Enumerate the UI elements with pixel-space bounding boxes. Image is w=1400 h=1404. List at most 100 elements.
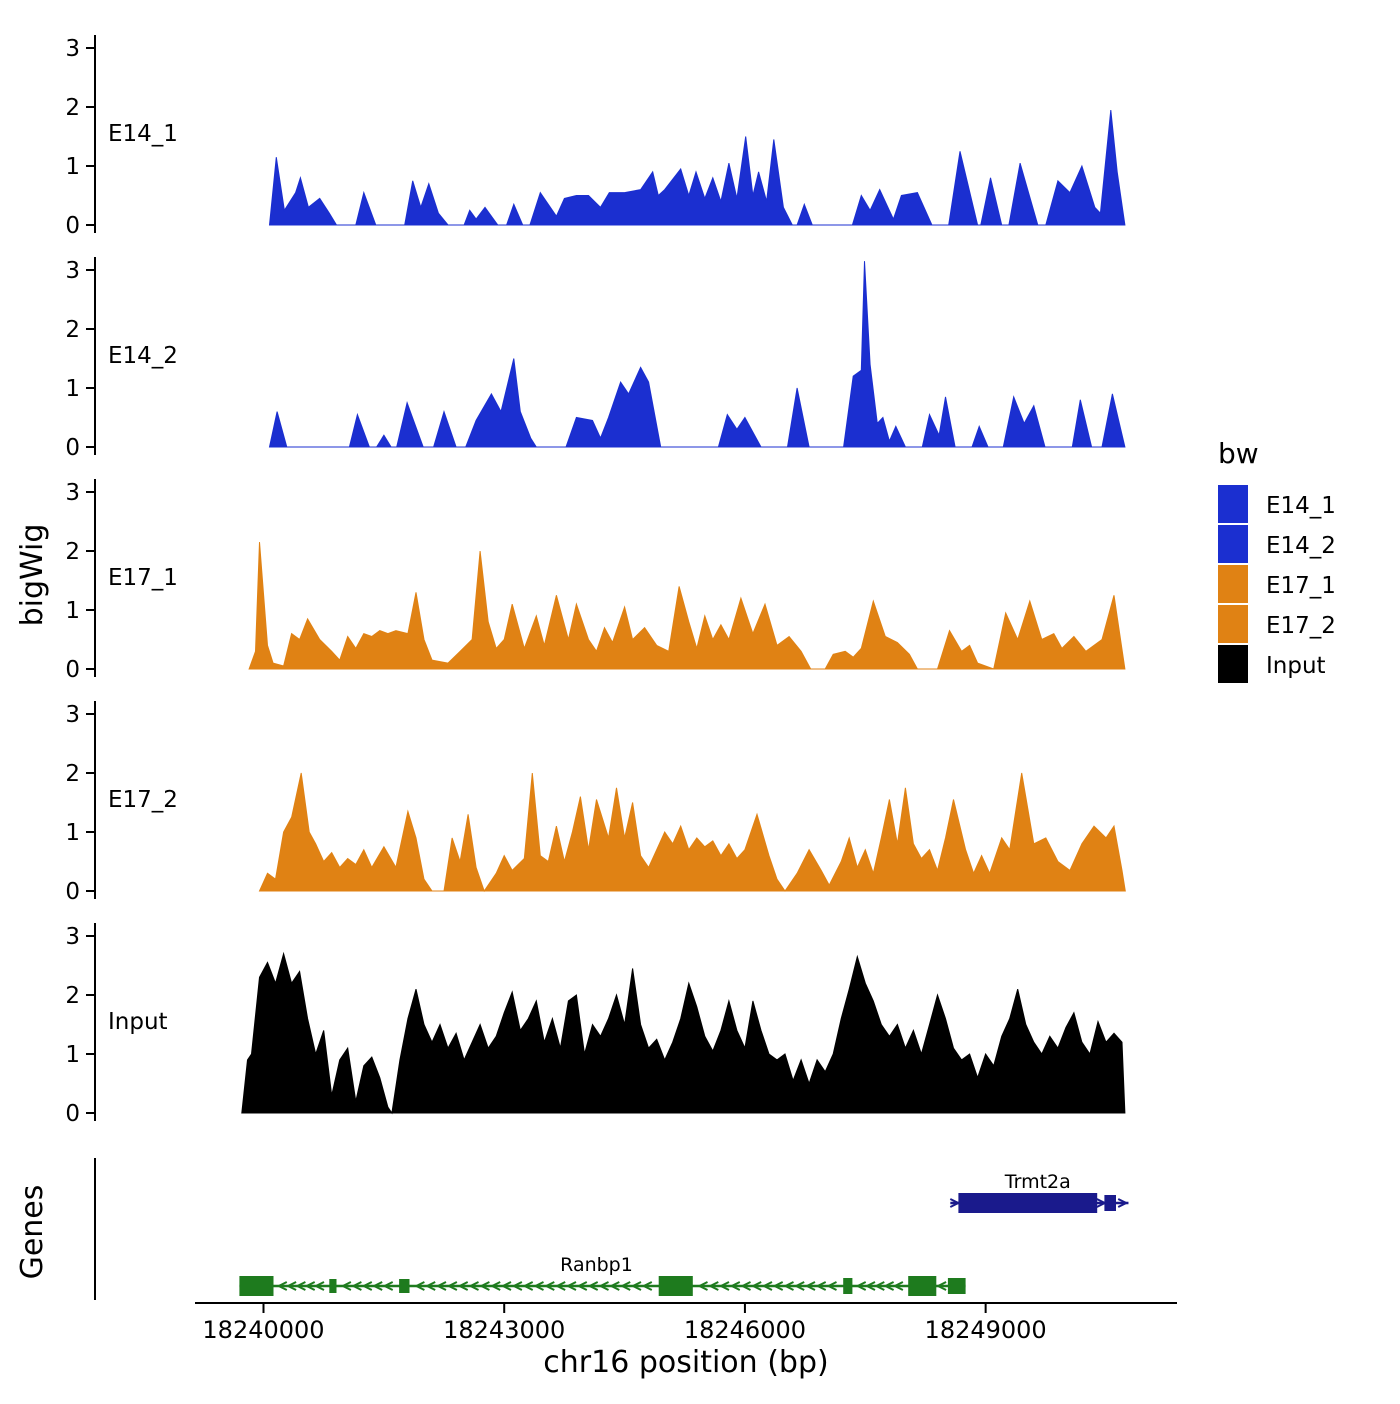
strand-chevron-icon (576, 1281, 588, 1291)
track-label-Input: Input (108, 1009, 168, 1035)
y-tick-label: 3 (65, 36, 80, 62)
strand-chevron-icon (522, 1281, 534, 1291)
legend: bw E14_1 E14_2 E17_1 E17_2 Input (1218, 437, 1336, 679)
strand-chevron-icon (708, 1281, 719, 1291)
y-tick-label: 1 (65, 154, 80, 180)
genes-axis-title: Genes (15, 1185, 50, 1280)
gene-label-Trmt2a: Trmt2a (1004, 1171, 1071, 1193)
y-tick-label: 1 (65, 376, 80, 402)
y-axis-title: bigWig (15, 524, 50, 627)
y-tick-label: 3 (65, 924, 80, 950)
y-tick-label: 1 (65, 598, 80, 624)
y-tick-label: 0 (65, 657, 80, 683)
y-tick-label: 2 (65, 317, 80, 343)
track-label-E14_2: E14_2 (108, 343, 178, 369)
legend-label-e14-1: E14_1 (1266, 493, 1336, 519)
strand-chevron-icon (511, 1281, 523, 1291)
plot-layers: 0 1 2 3 E14_1 0 1 2 3 E14_2 0 1 2 3 E17_1 0 1 2 3 E17_2 0 1 2 3… (65, 35, 1248, 1344)
strand-chevron-icon (457, 1281, 469, 1291)
coverage-area-E14_1 (268, 109, 1126, 226)
strand-chevron-icon (544, 1281, 555, 1291)
gene-exon-Ranbp1 (329, 1279, 337, 1293)
strand-chevron-icon (565, 1281, 577, 1291)
gene-label-Ranbp1: Ranbp1 (560, 1254, 633, 1276)
x-axis-title: chr16 position (bp) (543, 1345, 828, 1380)
strand-chevron-icon (276, 1281, 288, 1291)
legend-swatch-Input (1218, 645, 1248, 683)
strand-chevron-icon (468, 1281, 479, 1291)
strand-chevron-icon (874, 1281, 885, 1291)
strand-chevron-icon (826, 1281, 837, 1291)
y-tick-label: 1 (65, 820, 80, 846)
y-tick-label: 3 (65, 702, 80, 728)
strand-chevron-icon (446, 1281, 458, 1291)
gene-exon-Ranbp1 (399, 1279, 410, 1293)
strand-chevron-icon (313, 1281, 325, 1291)
coverage-area-Input (241, 951, 1126, 1115)
strand-chevron-icon (729, 1281, 741, 1291)
strand-chevron-icon (619, 1281, 631, 1291)
y-tick-label: 2 (65, 539, 80, 565)
coverage-area-E14_2 (268, 261, 1126, 448)
strand-chevron-icon (361, 1281, 373, 1291)
strand-chevron-icon (371, 1281, 383, 1291)
strand-chevron-icon (949, 1198, 961, 1208)
gene-exon-Ranbp1 (239, 1276, 274, 1296)
gene-exon-Trmt2a (1104, 1195, 1116, 1211)
strand-chevron-icon (641, 1281, 653, 1291)
y-tick-label: 0 (65, 1101, 80, 1127)
strand-chevron-icon (598, 1281, 609, 1291)
y-tick-label: 2 (65, 95, 80, 121)
strand-chevron-icon (750, 1281, 762, 1291)
y-tick-label: 2 (65, 983, 80, 1009)
strand-chevron-icon (793, 1281, 805, 1291)
strand-chevron-icon (761, 1281, 773, 1291)
strand-chevron-icon (340, 1281, 352, 1291)
gene-exon-Ranbp1 (947, 1278, 966, 1294)
gene-exon-Ranbp1 (843, 1278, 853, 1294)
legend-label-e14-2: E14_2 (1266, 533, 1336, 559)
strand-chevron-icon (424, 1281, 436, 1291)
strand-chevron-icon (783, 1281, 794, 1291)
strand-chevron-icon (435, 1281, 447, 1291)
legend-title: bw (1218, 437, 1259, 470)
strand-chevron-icon (804, 1281, 816, 1291)
strand-chevron-icon (304, 1281, 316, 1291)
gene-exon-Ranbp1 (658, 1276, 693, 1296)
y-tick-label: 3 (65, 258, 80, 284)
strand-chevron-icon (630, 1281, 642, 1291)
strand-chevron-icon (718, 1281, 730, 1291)
y-tick-label: 0 (65, 213, 80, 239)
coverage-area-E17_2 (258, 772, 1126, 893)
x-tick-label: 18243000 (443, 1316, 565, 1344)
legend-swatch-E17_1 (1218, 565, 1248, 603)
coverage-area-E17_1 (248, 542, 1126, 670)
strand-chevron-icon (554, 1281, 566, 1291)
strand-chevron-icon (772, 1281, 784, 1291)
y-tick-label: 0 (65, 879, 80, 905)
strand-chevron-icon (883, 1281, 895, 1291)
strand-chevron-icon (935, 1281, 947, 1291)
y-tick-label: 3 (65, 480, 80, 506)
legend-label-e17-1: E17_1 (1266, 573, 1336, 599)
y-tick-label: 0 (65, 435, 80, 461)
strand-chevron-icon (855, 1281, 867, 1291)
strand-chevron-icon (740, 1281, 751, 1291)
x-tick-label: 18249000 (925, 1316, 1047, 1344)
track-label-E17_2: E17_2 (108, 787, 178, 813)
strand-chevron-icon (295, 1281, 306, 1291)
y-tick-label: 2 (65, 761, 80, 787)
strand-chevron-icon (864, 1281, 876, 1291)
legend-swatch-E14_1 (1218, 485, 1248, 523)
strand-chevron-icon (892, 1281, 904, 1291)
strand-chevron-icon (533, 1281, 544, 1291)
strand-chevron-icon (285, 1281, 297, 1291)
legend-label-e17-2: E17_2 (1266, 613, 1336, 639)
strand-chevron-icon (382, 1281, 394, 1291)
legend-swatch-E14_2 (1218, 525, 1248, 563)
x-tick-label: 18240000 (202, 1316, 324, 1344)
strand-chevron-icon (1117, 1198, 1129, 1208)
strand-chevron-icon (479, 1281, 490, 1291)
strand-chevron-icon (609, 1281, 620, 1291)
